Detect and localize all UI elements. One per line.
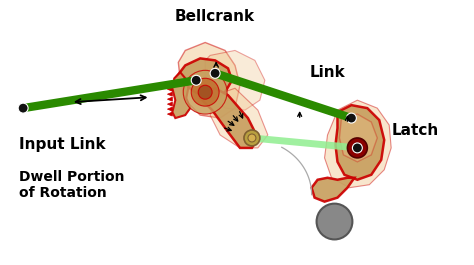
Polygon shape [167,87,173,91]
Polygon shape [167,82,173,86]
Polygon shape [200,88,258,148]
Polygon shape [167,112,173,116]
Circle shape [183,70,227,114]
Text: Link: Link [310,65,346,80]
Polygon shape [336,105,384,180]
Polygon shape [339,114,377,162]
Circle shape [191,75,201,85]
Text: Dwell Portion
of Rotation: Dwell Portion of Rotation [19,170,125,200]
Polygon shape [167,97,173,101]
Text: Input Link: Input Link [19,138,106,152]
Polygon shape [325,100,391,188]
Circle shape [352,143,362,153]
Polygon shape [178,42,240,118]
Polygon shape [205,50,265,110]
Circle shape [18,103,28,113]
Circle shape [198,85,212,99]
Circle shape [352,143,362,153]
Circle shape [317,204,352,240]
Circle shape [248,134,256,142]
Circle shape [210,68,220,78]
Polygon shape [311,178,355,202]
Polygon shape [167,107,173,111]
Text: Latch: Latch [391,122,438,138]
Circle shape [346,113,356,123]
Polygon shape [175,58,232,98]
Polygon shape [167,102,173,106]
Polygon shape [167,92,173,96]
Circle shape [244,130,260,146]
Polygon shape [173,72,190,118]
Polygon shape [210,88,268,148]
Circle shape [347,138,367,158]
Text: Bellcrank: Bellcrank [175,9,255,24]
Circle shape [191,78,219,106]
